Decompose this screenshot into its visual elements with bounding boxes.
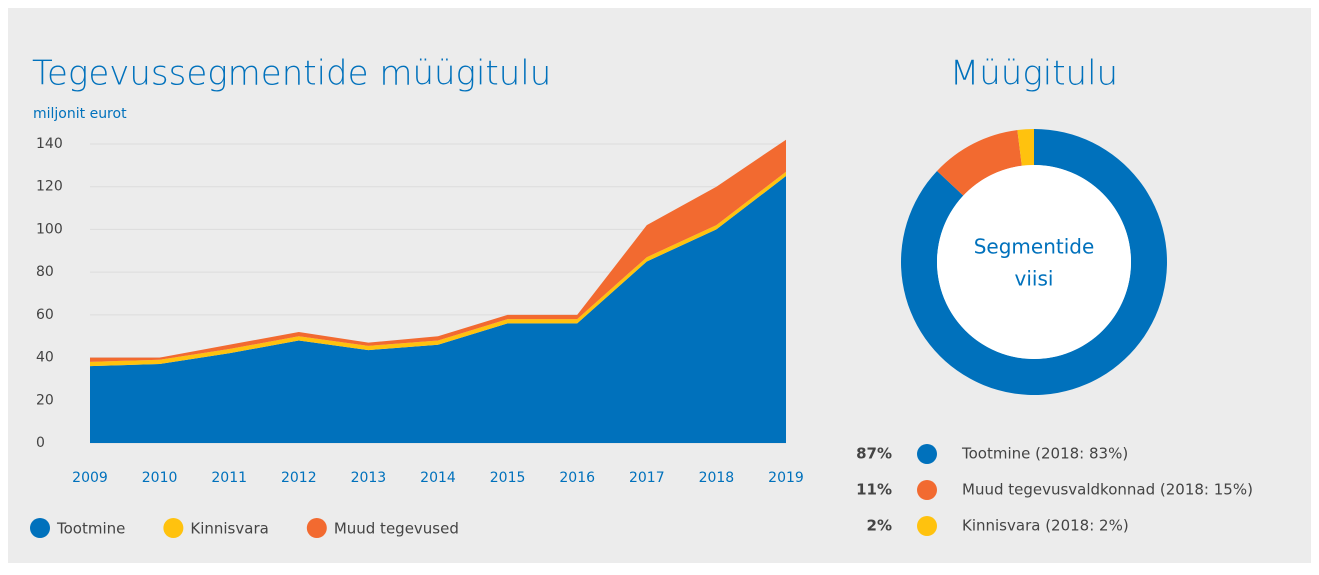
x-tick-label: 2013 bbox=[351, 470, 387, 486]
x-tick-label: 2019 bbox=[768, 470, 804, 486]
x-tick-label: 2017 bbox=[629, 470, 665, 486]
x-tick-label: 2014 bbox=[420, 470, 456, 486]
legend-marker bbox=[306, 518, 327, 538]
legend-marker bbox=[163, 518, 184, 538]
legend-label: Muud tegevused bbox=[334, 520, 459, 538]
legend-marker bbox=[917, 480, 937, 500]
y-tick-label: 40 bbox=[36, 350, 54, 366]
x-tick-label: 2011 bbox=[211, 470, 247, 486]
y-tick-label: 60 bbox=[36, 307, 54, 323]
y-tick-label: 140 bbox=[36, 136, 63, 152]
y-tick-label: 100 bbox=[36, 221, 63, 237]
y-tick-label: 0 bbox=[36, 435, 45, 451]
y-tick-label: 120 bbox=[36, 179, 63, 195]
area bbox=[90, 176, 786, 444]
x-tick-label: 2015 bbox=[490, 470, 526, 486]
legend-label: Kinnisvara bbox=[190, 520, 268, 538]
y-axis-label: miljonit eurot bbox=[33, 106, 127, 122]
x-tick-label: 2009 bbox=[72, 470, 108, 486]
donut-slice bbox=[937, 130, 1022, 196]
legend-marker bbox=[917, 516, 937, 536]
center-label: viisi bbox=[1015, 267, 1054, 291]
x-tick-label: 2010 bbox=[142, 470, 178, 486]
area bbox=[90, 139, 786, 362]
center-label: Segmentide bbox=[974, 235, 1095, 259]
legend-label: Tootmine bbox=[56, 520, 125, 538]
donut-slice bbox=[1017, 129, 1034, 166]
x-tick-label: 2012 bbox=[281, 470, 317, 486]
legend-marker bbox=[30, 518, 50, 538]
value-label: 11% bbox=[856, 481, 892, 499]
donut-hole bbox=[937, 165, 1131, 359]
legend-label: Tootmine (2018: 83%) bbox=[961, 445, 1128, 463]
x-tick-label: 2016 bbox=[559, 470, 595, 486]
chart-title: Tegevussegmentide müügitulu bbox=[32, 54, 551, 94]
chart-title: Müügitulu bbox=[950, 54, 1118, 94]
value-label: 2% bbox=[867, 517, 892, 535]
y-tick-label: 80 bbox=[36, 264, 54, 280]
legend-label: Kinnisvara (2018: 2%) bbox=[962, 517, 1129, 535]
legend-marker bbox=[917, 444, 937, 464]
value-label: 87% bbox=[856, 445, 892, 463]
legend-label: Muud tegevusvaldkonnad (2018: 15%) bbox=[962, 481, 1253, 499]
x-tick-label: 2018 bbox=[699, 470, 735, 486]
y-tick-label: 20 bbox=[36, 392, 54, 408]
